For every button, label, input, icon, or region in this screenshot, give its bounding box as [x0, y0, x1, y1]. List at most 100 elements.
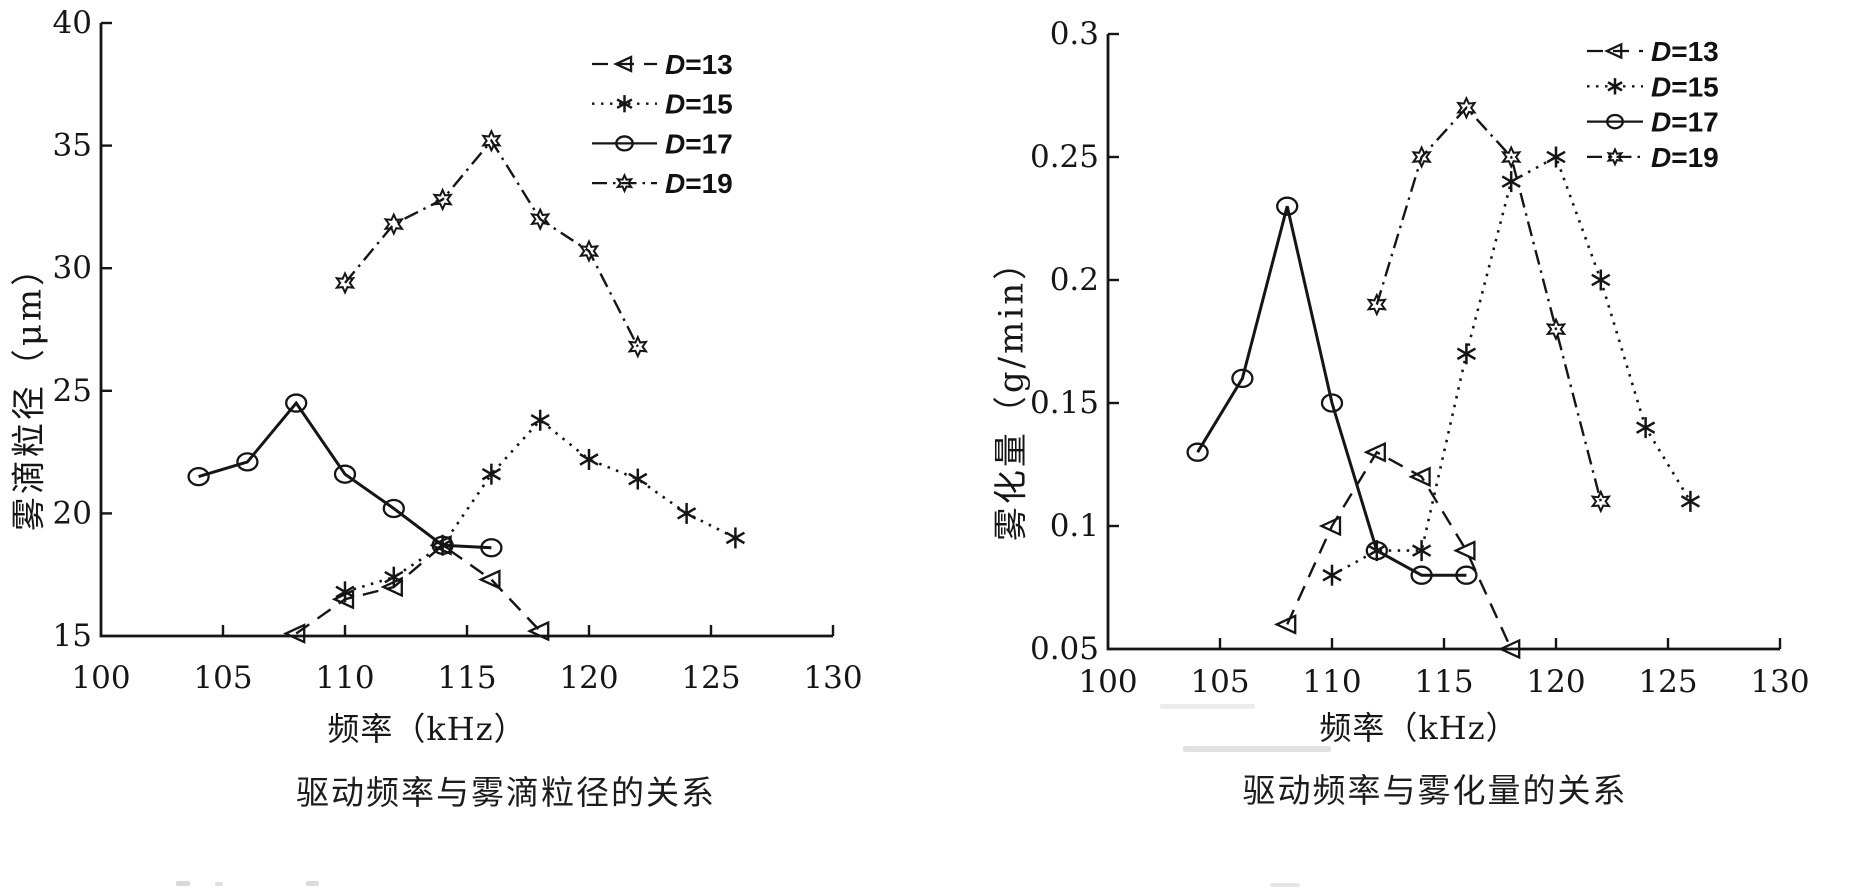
right-series-D=15-asterisk-marker	[1456, 347, 1477, 361]
right-y-tick-label: 0.25	[1030, 139, 1099, 175]
left-series-D=15-asterisk-marker	[725, 531, 746, 545]
left-series-D=15-asterisk-marker	[335, 585, 355, 599]
right-series-D=19-hexagram-marker	[1411, 145, 1432, 169]
scan-artifact	[215, 882, 223, 886]
left-legend-label-D=13: D=13	[665, 49, 733, 80]
right-y-axis-title: 雾化量（g/min）	[991, 242, 1032, 542]
left-series-D=19-hexagram-marker	[481, 128, 502, 153]
right-y-tick-label: 0.05	[1030, 631, 1099, 667]
right-series-D=13-line	[1286, 450, 1513, 650]
left-series-D=15-asterisk-marker	[530, 413, 550, 427]
left-series-D=17-circle-marker	[285, 393, 308, 413]
left-legend-label-D=17: D=17	[665, 128, 733, 159]
right-series-D=17-circle-marker	[1365, 540, 1388, 561]
left-x-tick-label: 125	[681, 660, 740, 696]
right-x-tick-label: 100	[1078, 664, 1137, 700]
right-legend-label-D=17: D=17	[1651, 107, 1719, 138]
left-legend-triangle-left-marker	[613, 55, 633, 73]
scan-artifact	[1183, 746, 1331, 752]
right-series-D=15-line	[1331, 155, 1692, 577]
left-series-D=19-hexagram-marker	[334, 270, 356, 295]
right-legend-label-D=19: D=19	[1651, 142, 1719, 173]
right-x-tick-label: 115	[1414, 664, 1473, 700]
right-series-D=13-triangle-left-marker	[1318, 515, 1342, 537]
left-series-D=15-asterisk-marker	[579, 453, 599, 466]
scan-artifact	[306, 881, 319, 886]
left-y-tick-label: 20	[53, 495, 92, 531]
left-x-axis-title: 频率（kHz）	[327, 710, 527, 748]
left-series-D=19-line	[344, 138, 639, 348]
right-series-D=15-asterisk-marker	[1680, 495, 1701, 508]
right-chart-caption: 驱动频率与雾化量的关系	[1242, 771, 1628, 810]
right-series-D=17-line	[1196, 205, 1467, 577]
left-x-tick-label: 100	[71, 660, 130, 696]
right-series-D=17-circle-marker	[1276, 196, 1299, 216]
left-y-tick-label: 35	[53, 128, 92, 164]
right-series-D=17-circle-marker	[1231, 368, 1254, 389]
right-series-D=15-asterisk-marker	[1635, 421, 1656, 434]
left-series-D=13-triangle-left-marker	[478, 569, 501, 590]
scan-artifact	[176, 881, 190, 886]
left-series-D=19-hexagram-marker	[383, 212, 405, 237]
left-series-D=17-circle-marker	[333, 464, 357, 484]
left-series-D=17-circle-marker	[480, 538, 503, 558]
left-series-D=15-asterisk-marker	[481, 467, 502, 481]
left-series-D=17-circle-marker	[187, 466, 210, 487]
left-series-D=15-line	[344, 418, 736, 594]
right-legend-label-D=15: D=15	[1651, 71, 1719, 102]
left-y-tick-label: 25	[53, 373, 92, 409]
left-series-D=17-circle-marker	[431, 535, 454, 555]
left-y-tick-label: 15	[53, 618, 92, 654]
left-legend-asterisk-marker	[616, 98, 633, 110]
left-x-tick-label: 130	[803, 660, 862, 696]
right-legend-label-D=13: D=13	[1651, 36, 1719, 67]
scan-artifact	[1160, 704, 1255, 709]
right-series-D=19-hexagram-marker	[1590, 489, 1612, 514]
right-x-tick-label: 130	[1750, 664, 1809, 700]
right-series-D=19-hexagram-marker	[1500, 145, 1522, 169]
left-series-D=15-asterisk-marker	[676, 507, 697, 520]
right-series-D=15-asterisk-marker	[1411, 544, 1432, 557]
right-series-D=19-hexagram-marker	[1545, 317, 1567, 342]
left-y-tick-label: 30	[53, 250, 92, 286]
right-legend-hexagram-marker	[1606, 147, 1624, 167]
left-series-D=13-triangle-left-marker	[526, 620, 550, 642]
right-x-tick-label: 125	[1638, 664, 1697, 700]
left-series-D=17-circle-marker	[236, 452, 259, 472]
right-y-tick-label: 0.1	[1050, 508, 1099, 544]
right-y-tick-label: 0.15	[1030, 385, 1099, 421]
left-x-tick-label: 120	[559, 660, 618, 696]
right-x-tick-label: 110	[1302, 664, 1361, 700]
left-series-D=15-asterisk-marker	[628, 472, 648, 486]
right-series-D=15-asterisk-marker	[1322, 568, 1342, 582]
scan-artifact	[1270, 883, 1300, 887]
right-series-D=13-triangle-left-marker	[1453, 540, 1476, 561]
left-series-D=19-hexagram-marker	[627, 334, 649, 359]
right-x-tick-label: 120	[1526, 664, 1585, 700]
right-series-D=19-line	[1375, 106, 1602, 502]
left-series-D=13-line	[295, 543, 542, 635]
left-y-tick-label: 40	[53, 5, 92, 41]
right-series-D=17-circle-marker	[1320, 393, 1344, 413]
left-series-D=19-hexagram-marker	[529, 207, 551, 232]
right-series-D=13-triangle-left-marker	[1497, 638, 1521, 660]
right-x-tick-label: 105	[1190, 664, 1249, 700]
right-series-D=13-triangle-left-marker	[1408, 466, 1431, 488]
right-y-tick-label: 0.2	[1050, 262, 1099, 298]
left-series-D=17-line	[198, 400, 492, 550]
left-series-D=19-hexagram-marker	[432, 187, 453, 212]
right-series-D=19-hexagram-marker	[1366, 292, 1388, 317]
right-legend-circle-marker	[1606, 113, 1624, 130]
left-legend-hexagram-marker	[615, 172, 634, 194]
right-y-tick-label: 0.3	[1050, 16, 1099, 52]
right-legend-triangle-left-marker	[1604, 42, 1623, 60]
right-series-D=13-triangle-left-marker	[1273, 614, 1297, 635]
right-series-D=15-asterisk-marker	[1546, 150, 1566, 164]
right-series-D=15-asterisk-marker	[1591, 273, 1611, 287]
left-series-D=13-triangle-left-marker	[282, 623, 306, 644]
left-series-D=17-circle-marker	[382, 498, 405, 519]
left-x-tick-label: 105	[193, 660, 252, 696]
right-x-axis-title: 频率（kHz）	[1319, 709, 1519, 747]
